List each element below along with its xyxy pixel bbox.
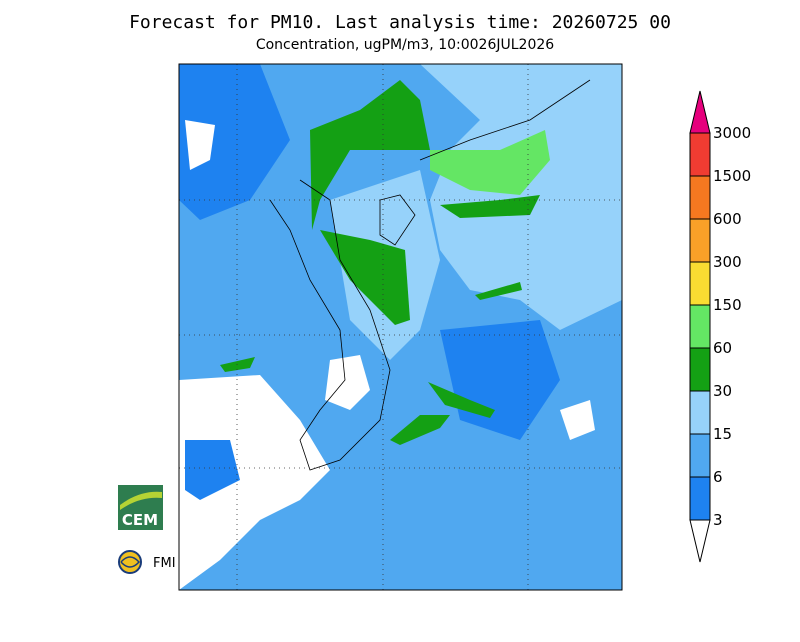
colorbar-label: 300	[713, 253, 742, 271]
colorbar-label: 60	[713, 339, 732, 357]
colorbar-label: 30	[713, 382, 732, 400]
colorbar-band	[689, 304, 711, 349]
colorbar-top	[689, 90, 711, 134]
colorbar-label: 1500	[713, 167, 751, 185]
colorbar-label: 600	[713, 210, 742, 228]
colorbar-label: 3	[713, 511, 723, 529]
colorbar-band	[689, 476, 711, 521]
colorbar-band	[689, 261, 711, 306]
subtitle: Concentration, ugPM/m3, 10:0026JUL2026	[256, 37, 554, 53]
colorbar-band	[689, 433, 711, 478]
colorbar: 3 6 15 30 60 150 300 600 1500 3000	[689, 90, 751, 563]
colorbar-band	[689, 347, 711, 392]
colorbar-label: 15	[713, 425, 732, 443]
colorbar-label: 6	[713, 468, 723, 486]
cem-logo: CEM	[118, 485, 163, 530]
fmi-logo: FMI	[118, 550, 176, 574]
colorbar-band	[689, 132, 711, 177]
cem-text: CEM	[122, 511, 158, 529]
colorbar-band	[689, 218, 711, 263]
colorbar-band	[689, 390, 711, 435]
colorbar-bottom	[689, 519, 711, 563]
title: Forecast for PM10. Last analysis time: 2…	[129, 12, 671, 33]
colorbar-band	[689, 175, 711, 220]
colorbar-label: 150	[713, 296, 742, 314]
fmi-text: FMI	[153, 556, 176, 571]
map	[179, 64, 622, 590]
colorbar-label: 3000	[713, 124, 751, 142]
